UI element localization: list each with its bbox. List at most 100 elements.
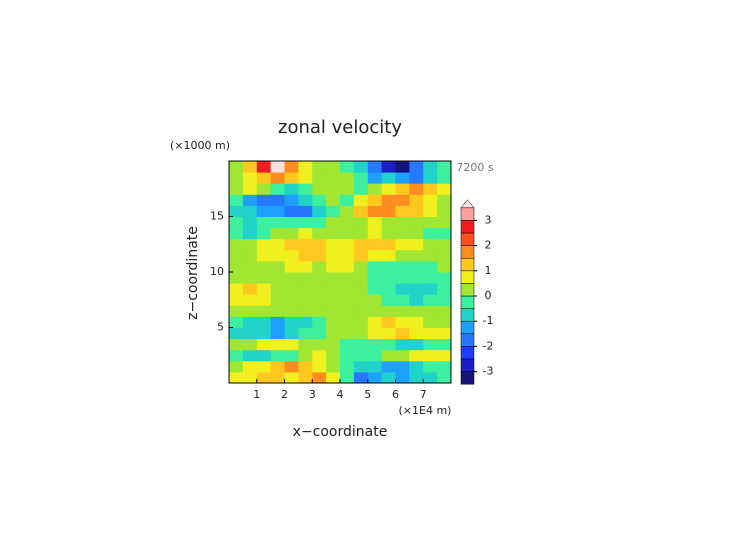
heat-cell: [423, 371, 438, 384]
heat-cell: [298, 194, 313, 206]
heat-cell: [367, 316, 383, 328]
heat-cell: [242, 327, 258, 340]
colorbar-tick-label: 0: [485, 289, 492, 302]
x-tick-label: 2: [281, 388, 288, 401]
heat-cell: [312, 183, 327, 195]
heat-cell: [312, 360, 327, 373]
heat-cell: [395, 371, 410, 384]
heat-cell: [340, 272, 355, 284]
x-tick-label: 1: [253, 388, 260, 401]
heat-cell: [270, 172, 285, 184]
heat-cell: [312, 260, 327, 273]
heat-cell: [270, 260, 285, 273]
heat-cell: [423, 172, 438, 184]
heat-cell: [340, 360, 355, 373]
heat-cell: [242, 371, 258, 384]
heat-cell: [340, 161, 355, 173]
colorbar-segment: [460, 320, 475, 335]
heat-cell: [326, 316, 341, 328]
heat-cell: [367, 238, 383, 251]
heat-cell: [353, 305, 369, 317]
heat-cell: [270, 272, 285, 284]
heat-cell: [312, 161, 327, 173]
heat-cell: [340, 227, 355, 240]
heat-cell: [284, 227, 299, 240]
heat-cell: [409, 172, 424, 184]
heat-cell: [312, 238, 327, 251]
heat-cell: [381, 161, 396, 173]
heat-cell: [437, 316, 452, 328]
heat-cell: [409, 294, 424, 306]
heat-cell: [229, 327, 244, 340]
heat-cell: [409, 316, 424, 328]
heat-cell: [270, 349, 285, 362]
heat-cell: [229, 183, 244, 195]
heat-cell: [229, 249, 244, 262]
heat-cell: [312, 172, 327, 184]
heat-cell: [298, 216, 313, 229]
heat-cell: [437, 349, 452, 362]
heat-cell: [326, 227, 341, 240]
heat-cell: [256, 272, 272, 284]
heat-cell: [229, 216, 244, 229]
heat-cell: [256, 172, 272, 184]
heat-cell: [284, 305, 299, 317]
heat-cell: [326, 183, 341, 195]
heat-cell: [367, 305, 383, 317]
heat-cell: [326, 194, 341, 206]
heat-cell: [437, 249, 452, 262]
heat-cell: [229, 161, 244, 173]
heat-cell: [326, 216, 341, 229]
colorbar-segment: [460, 371, 475, 385]
heat-cell: [270, 249, 285, 262]
heat-cell: [381, 272, 396, 284]
heat-cell: [270, 283, 285, 295]
heat-cell: [381, 172, 396, 184]
colorbar-segment: [460, 308, 475, 322]
heat-cell: [284, 161, 299, 173]
heat-cell: [353, 338, 369, 351]
heat-cell: [326, 360, 341, 373]
heat-cell: [395, 305, 410, 317]
heat-cell: [270, 161, 285, 173]
heat-cell: [298, 227, 313, 240]
heat-cell: [340, 216, 355, 229]
heat-cell: [256, 249, 272, 262]
heat-cell: [437, 183, 452, 195]
heat-cell: [409, 272, 424, 284]
heat-cell: [409, 305, 424, 317]
heat-cell: [242, 172, 258, 184]
heat-cell: [395, 272, 410, 284]
heat-cell: [367, 205, 383, 217]
heat-cell: [326, 172, 341, 184]
heat-cell: [340, 194, 355, 206]
heat-cell: [395, 316, 410, 328]
heat-cell: [229, 205, 244, 217]
heat-cell: [437, 205, 452, 217]
heat-cell: [229, 316, 244, 328]
heat-cell: [298, 349, 313, 362]
heat-cell: [381, 238, 396, 251]
heat-cell: [353, 194, 369, 206]
heat-cell: [409, 161, 424, 173]
time-label: 7200 s: [456, 161, 493, 174]
colorbar-over: [460, 199, 475, 209]
heat-cell: [353, 260, 369, 273]
heat-cell: [284, 316, 299, 328]
heat-cell: [423, 338, 438, 351]
y-tick-label: 5: [217, 321, 224, 334]
heat-cell: [242, 238, 258, 251]
heat-cell: [423, 316, 438, 328]
heat-cell: [326, 338, 341, 351]
heat-cell: [395, 294, 410, 306]
heat-cell: [437, 283, 452, 295]
heat-cell: [256, 260, 272, 273]
heat-cell: [409, 360, 424, 373]
heat-cell: [353, 216, 369, 229]
heat-cell: [437, 327, 452, 340]
heat-cell: [312, 305, 327, 317]
heat-cell: [395, 349, 410, 362]
heat-cell: [409, 349, 424, 362]
heat-cell: [256, 371, 272, 384]
